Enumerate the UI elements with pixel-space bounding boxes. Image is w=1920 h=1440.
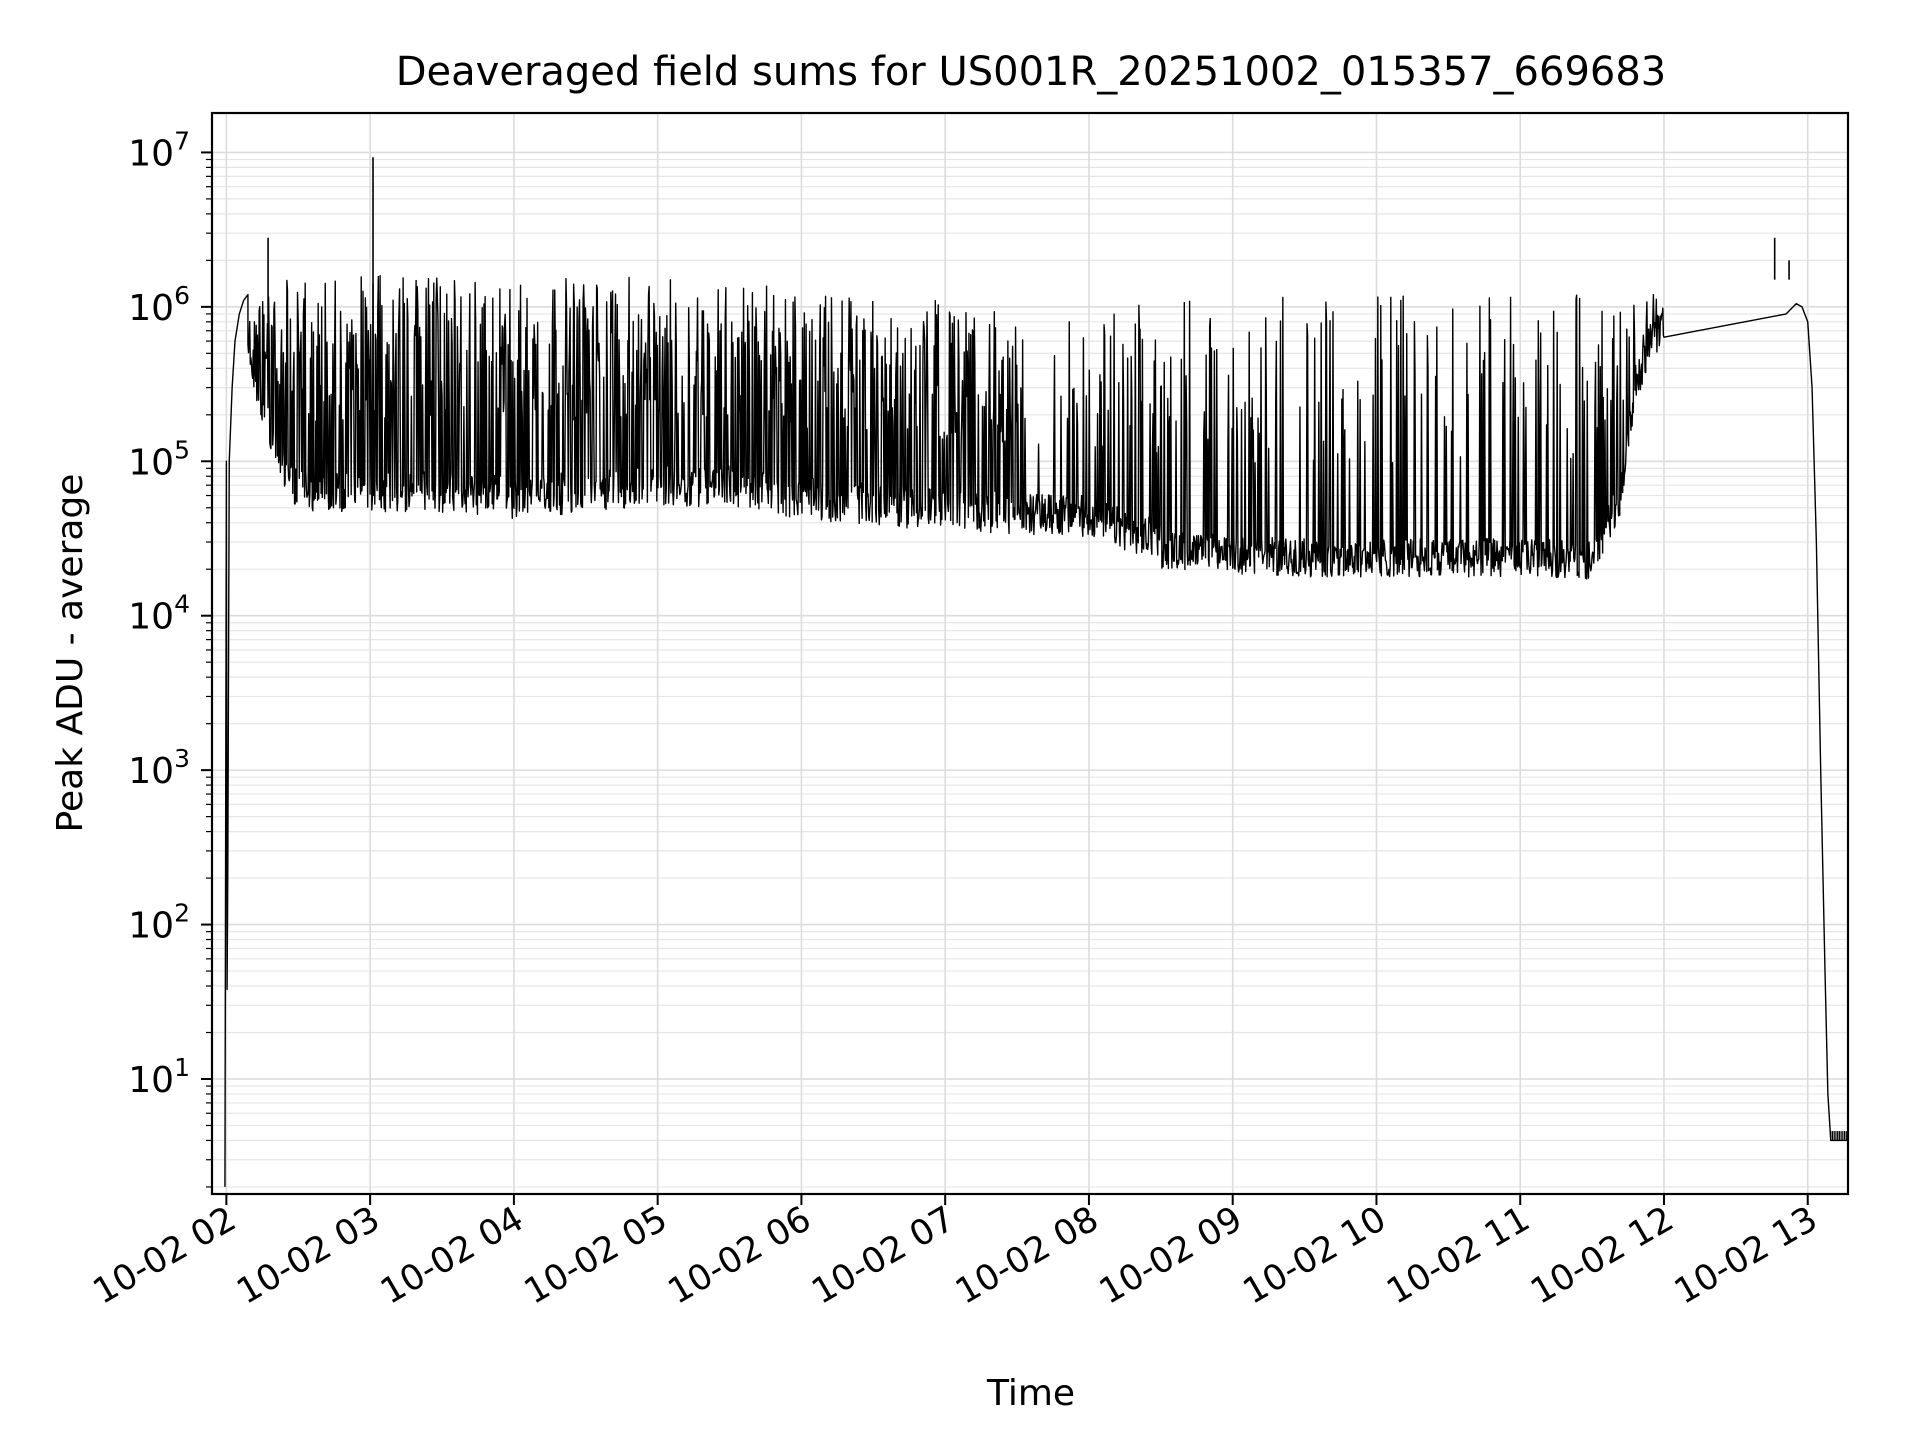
plot-area <box>224 157 1848 1187</box>
y-axis: 101 102 103 104 105 106 107 <box>128 126 212 1188</box>
y-axis-label: Peak ADU - average <box>50 474 91 833</box>
y-tick-label: 104 <box>128 590 190 638</box>
y-tick-label: 103 <box>128 744 190 792</box>
series-line <box>224 275 1848 1187</box>
x-axis-label: Time <box>986 1373 1075 1414</box>
y-tick-label: 101 <box>128 1053 190 1101</box>
y-tick-label: 105 <box>128 435 190 483</box>
y-tick-label: 107 <box>128 126 190 174</box>
y-tick-label: 106 <box>128 281 190 329</box>
chart-title: Deaveraged field sums for US001R_2025100… <box>396 49 1667 95</box>
axes-frame <box>210 111 1850 1196</box>
y-tick-label: 102 <box>128 899 190 947</box>
